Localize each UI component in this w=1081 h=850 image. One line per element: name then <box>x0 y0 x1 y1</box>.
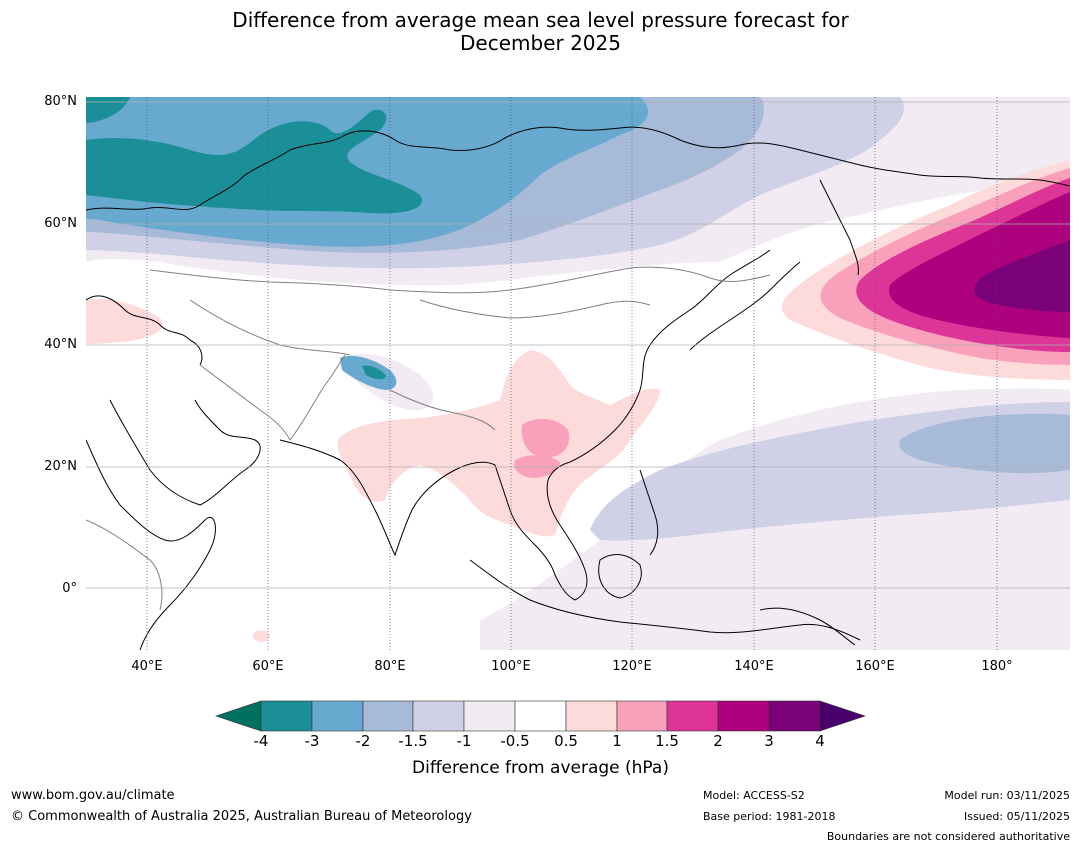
lon-label-120e: 120°E <box>612 659 652 674</box>
model-name: Model: ACCESS-S2 <box>703 789 805 802</box>
colorbar-tick: 0.5 <box>554 732 578 750</box>
contour-strong-negative-tibet <box>362 365 386 380</box>
lat-label-40n: 40°N <box>44 337 77 352</box>
contour-faint-positive-west <box>86 299 163 344</box>
colorbar-swatch-5 <box>463 700 516 732</box>
colorbar-tick: -0.5 <box>500 732 530 750</box>
coastline-japan <box>689 261 801 351</box>
colorbar-arrow-low <box>215 700 262 732</box>
border-pakistan <box>289 354 346 441</box>
contour-very-strong-positive-pacific <box>974 240 1070 312</box>
title-line-1: Difference from average mean sea level p… <box>232 8 849 32</box>
colorbar-tick: -2 <box>355 732 371 750</box>
lon-label-60e: 60°E <box>252 659 284 674</box>
colorbar-tick: -3 <box>304 732 320 750</box>
lat-label-80n: 80°N <box>44 94 77 109</box>
border-iran <box>199 364 291 441</box>
lat-label-0: 0° <box>62 581 77 596</box>
colorbar-swatch-9 <box>666 700 719 732</box>
colorbar-swatch-11 <box>768 700 821 732</box>
lat-label-60n: 60°N <box>44 216 77 231</box>
coastline-southeast-asia <box>494 461 588 601</box>
colorbar-arrow-high <box>819 700 866 732</box>
coastline-arabia <box>109 399 261 506</box>
colorbar-tick: -4 <box>253 732 269 750</box>
coastline-philippines <box>639 469 659 556</box>
colorbar-swatch-1 <box>260 700 313 732</box>
issued-date: Issued: 05/11/2025 <box>963 810 1070 823</box>
colorbar-swatch-7 <box>565 700 618 732</box>
border-russia-south <box>149 266 771 294</box>
title-line-2: December 2025 <box>460 31 621 55</box>
border-africa <box>86 519 163 611</box>
chart-title: Difference from average mean sea level p… <box>0 9 1081 55</box>
coastlines <box>86 126 1070 650</box>
lon-label-80e: 80°E <box>374 659 406 674</box>
colorbar-swatch-4 <box>412 700 465 732</box>
longitude-gridlines <box>146 97 998 650</box>
lon-label-100e: 100°E <box>491 659 531 674</box>
boundaries-disclaimer: Boundaries are not considered authoritat… <box>826 830 1070 843</box>
colorbar-swatch-2 <box>311 700 364 732</box>
contour-weak-negative-east <box>899 413 1070 474</box>
coastline-borneo <box>598 554 642 599</box>
contour-strong-negative-north <box>86 109 422 214</box>
colorbar-tick: -1.5 <box>398 732 428 750</box>
colorbar-tick: 1.5 <box>655 732 679 750</box>
copyright-text: © Commonwealth of Australia 2025, Austra… <box>11 809 472 824</box>
website-link[interactable]: www.bom.gov.au/climate <box>11 788 175 803</box>
lon-label-140e: 140°E <box>734 659 774 674</box>
coastline-india <box>279 439 496 557</box>
coastline-new-guinea <box>759 607 856 646</box>
colorbar-swatch-8 <box>616 700 668 732</box>
coastline-kamchatka <box>819 179 859 276</box>
lon-label-160e: 160°E <box>855 659 895 674</box>
colorbar-tick: 1 <box>612 732 622 750</box>
border-china-india <box>389 389 496 431</box>
colorbar-tick: 3 <box>764 732 774 750</box>
contour-strong-negative-northwest <box>86 97 130 123</box>
colorbar-swatch-6 <box>514 700 567 732</box>
base-period: Base period: 1981-2018 <box>703 810 836 823</box>
colorbar-label: Difference from average (hPa) <box>412 758 669 778</box>
lon-label-40e: 40°E <box>131 659 163 674</box>
coastline-indonesia <box>469 559 861 641</box>
coastline-arctic <box>86 126 1070 211</box>
lon-label-180: 180° <box>981 659 1013 674</box>
contour-faint-positive-africa <box>253 630 270 642</box>
country-borders <box>86 266 771 611</box>
colorbar-swatch-3 <box>362 700 414 732</box>
colorbar-tick: 2 <box>713 732 723 750</box>
colorbar-tick: -1 <box>456 732 472 750</box>
contour-faint-positive-asia <box>337 350 660 537</box>
coastline-africa <box>86 439 216 650</box>
pressure-anomaly-contours <box>86 97 1070 650</box>
colorbar-swatch-10 <box>717 700 770 732</box>
coastline-europe <box>86 295 203 366</box>
border-mongolia <box>419 299 651 319</box>
lat-label-20n: 20°N <box>44 459 77 474</box>
latitude-gridlines <box>86 101 1070 589</box>
colorbar-tick: 4 <box>815 732 825 750</box>
model-run-date: Model run: 03/11/2025 <box>944 789 1070 802</box>
contour-weak-positive-china <box>521 418 570 458</box>
